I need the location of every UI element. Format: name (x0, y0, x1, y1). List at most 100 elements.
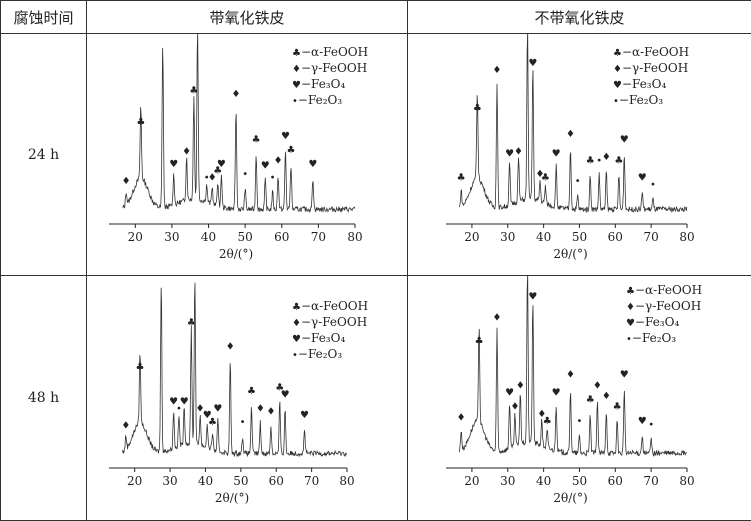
peak-marker: ♦ (516, 380, 525, 391)
peak-marker: ♦ (566, 129, 575, 140)
legend-entry: ♦−γ-FeOOH (626, 299, 701, 313)
legend-label: −α-FeOOH (301, 45, 368, 59)
x-axis-label: 2θ/(°) (215, 491, 249, 505)
x-tick-label: 30 (500, 230, 515, 244)
peak-marker: • (242, 169, 248, 180)
x-tick-label: 40 (201, 230, 216, 244)
legend-entry: ♥−Fe₃O₄ (292, 77, 345, 91)
x-tick-label: 30 (162, 474, 177, 488)
peak-marker: ♣ (286, 145, 295, 156)
legend-entry: ♦−γ-FeOOH (292, 61, 367, 75)
x-tick-label: 30 (500, 474, 515, 488)
x-tick-label: 60 (274, 230, 289, 244)
legend-symbol: ♥ (292, 334, 301, 345)
x-tick-label: 70 (311, 230, 326, 244)
x-axis-label: 2θ/(°) (553, 491, 587, 505)
peak-marker: ♣ (541, 173, 550, 184)
peak-marker: ♣ (475, 336, 484, 347)
xrd-chart-48h-with-scale: 203040506070802θ/(°)♦♣♦♥•♥♣♥♦♥♣♥♦•♣♦♦♣♥♥… (87, 276, 407, 519)
legend-entry: ♣−α-FeOOH (292, 45, 368, 59)
peak-marker: ♦ (182, 147, 191, 158)
peak-marker: ♣ (136, 362, 145, 373)
peak-marker: ♥ (505, 148, 514, 159)
x-tick-label: 80 (679, 230, 694, 244)
peak-marker: • (240, 417, 246, 428)
legend-entry: ♥−Fe₃O₄ (292, 331, 345, 345)
legend-label: −Fe₂O₃ (298, 93, 342, 107)
legend-entry: ♣−α-FeOOH (292, 299, 368, 313)
row-label-48h: 48 h (1, 276, 87, 521)
x-tick-label: 40 (536, 474, 551, 488)
legend-label: −Fe₂O₃ (619, 93, 663, 107)
legend-label: −Fe₃O₄ (635, 315, 679, 329)
x-tick-label: 50 (572, 230, 587, 244)
legend-entry: •−Fe₂O₃ (292, 93, 342, 107)
peak-marker: ♦ (593, 380, 602, 391)
peak-marker: ♦ (256, 403, 265, 414)
peak-marker: ♣ (586, 395, 595, 406)
peak-marker: ♥ (552, 387, 561, 398)
peak-marker: • (270, 173, 276, 184)
x-tick-label: 50 (572, 474, 587, 488)
legend-label: −γ-FeOOH (301, 315, 367, 329)
legend-entry: •−Fe₂O₃ (292, 347, 342, 361)
peak-marker: • (575, 176, 581, 187)
peak-marker: ♥ (169, 159, 178, 170)
legend-symbol: ♣ (292, 48, 301, 59)
xrd-chart-24h-without-scale: 203040506070802θ/(°)♣♣♦♥♦♣♥♦♣♥♦•♣•♦♣♥♥•♣… (408, 34, 751, 274)
peak-marker: ♥ (180, 396, 189, 407)
legend-label: −γ-FeOOH (622, 61, 688, 75)
peak-marker: ♦ (602, 391, 611, 402)
peak-marker: ♥ (620, 370, 629, 381)
xrd-chart-48h-without-scale: 203040506070802θ/(°)♦♣♦♥♦♦♣♥♦♣♥♦•♣♦♦♣♥♥•… (408, 276, 751, 519)
peak-marker: ♦ (226, 341, 235, 352)
legend-label: −Fe₃O₄ (622, 77, 666, 91)
legend-symbol: ♣ (626, 286, 635, 297)
row-48h: 48 h 203040506070802θ/(°)♦♣♦♥•♥♣♥♦♥♣♥♦•♣… (1, 276, 751, 521)
plot-cell-48h-with-scale: 203040506070802θ/(°)♦♣♦♥•♥♣♥♦♥♣♥♦•♣♦♦♣♥♥… (87, 276, 408, 521)
x-tick-label: 70 (644, 230, 659, 244)
x-tick-label: 50 (238, 230, 253, 244)
legend-label: −α-FeOOH (635, 283, 702, 297)
peak-marker: ♦ (566, 370, 575, 381)
legend-label: −Fe₃O₄ (301, 331, 345, 345)
legend-label: −α-FeOOH (622, 45, 689, 59)
legend-entry: •−Fe₂O₃ (613, 93, 663, 107)
peak-marker: ♥ (552, 148, 561, 159)
row-label-24h: 24 h (1, 34, 87, 276)
peak-marker: ♣ (543, 416, 552, 427)
peak-marker: ♥ (528, 291, 537, 302)
legend-entry: ♥−Fe₃O₄ (613, 77, 666, 91)
peak-marker: • (650, 180, 656, 191)
peak-marker: ♣ (247, 386, 256, 397)
legend-entry: ♣−α-FeOOH (626, 283, 702, 297)
row-24h: 24 h 203040506070802θ/(°)♦♣♦♥♦♣♥•♦♣♥♦•♣♥… (1, 34, 751, 276)
x-tick-label: 80 (679, 474, 694, 488)
peak-marker: ♥ (638, 173, 647, 184)
x-tick-label: 40 (536, 230, 551, 244)
x-axis-label: 2θ/(°) (219, 247, 253, 261)
legend-entry: ♥−Fe₃O₄ (626, 315, 679, 329)
legend-symbol: ♦ (292, 318, 301, 329)
peak-marker: ♥ (638, 416, 647, 427)
peak-marker: ♥ (261, 161, 270, 172)
header-time: 腐蚀时间 (1, 1, 87, 34)
peak-marker: ♥ (300, 410, 309, 421)
peak-marker: ♦ (457, 412, 466, 423)
x-tick-label: 80 (339, 474, 354, 488)
plot-cell-24h-with-scale: 203040506070802θ/(°)♦♣♦♥♦♣♥•♦♣♥♦•♣♥•♦♥♣♥… (87, 34, 408, 276)
peak-marker: ♥ (528, 58, 537, 69)
peak-marker: ♥ (620, 134, 629, 145)
legend-symbol: ♥ (292, 80, 301, 91)
legend-label: −γ-FeOOH (301, 61, 367, 75)
x-tick-label: 50 (233, 474, 248, 488)
peak-marker: ♦ (232, 89, 241, 100)
peak-marker: ♣ (473, 103, 482, 114)
x-tick-label: 60 (269, 474, 284, 488)
x-tick-label: 60 (608, 474, 623, 488)
peak-marker: ♣ (457, 173, 466, 184)
peak-marker: ♦ (121, 420, 130, 431)
x-tick-label: 40 (198, 474, 213, 488)
legend-symbol: ♣ (613, 48, 622, 59)
